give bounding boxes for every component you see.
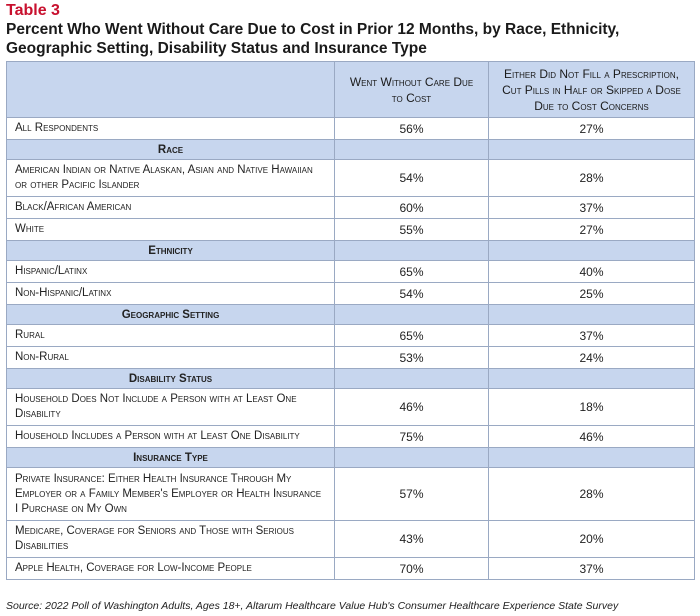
rx-value: 37%	[488, 324, 695, 347]
table-row: All Respondents 56% 27%	[6, 117, 695, 140]
section-row: Geographic Setting	[6, 304, 695, 325]
row-label: White	[6, 218, 335, 241]
table-label: Table 3	[6, 2, 60, 19]
row-label: Private Insurance: Either Health Insuran…	[6, 467, 335, 521]
table-row: Household Does Not Include a Person with…	[6, 388, 695, 426]
rx-value: 20%	[488, 520, 695, 558]
went-value: 65%	[334, 324, 489, 347]
rx-value: 46%	[488, 425, 695, 448]
row-label: Hispanic/Latinx	[6, 260, 335, 283]
went-value: 60%	[334, 196, 489, 219]
table-row: Hispanic/Latinx 65% 40%	[6, 260, 695, 283]
went-value: 75%	[334, 425, 489, 448]
went-value: 57%	[334, 467, 489, 521]
rx-value: 25%	[488, 282, 695, 305]
section-row: Race	[6, 139, 695, 160]
went-value: 54%	[334, 282, 489, 305]
went-value: 56%	[334, 117, 489, 140]
rx-value: 27%	[488, 218, 695, 241]
rx-value: 28%	[488, 467, 695, 521]
rx-value: 37%	[488, 557, 695, 580]
section-row: Disability Status	[6, 368, 695, 389]
section-geographic: Geographic Setting	[6, 304, 335, 325]
row-label: Apple Health, Coverage for Low-Income Pe…	[6, 557, 335, 580]
row-label: Medicare, Coverage for Seniors and Those…	[6, 520, 335, 558]
rx-value: 27%	[488, 117, 695, 140]
row-label: Household Does Not Include a Person with…	[6, 388, 335, 426]
table-row: Household Includes a Person with at Leas…	[6, 425, 695, 448]
rx-value: 28%	[488, 159, 695, 197]
row-label: Non-Hispanic/Latinx	[6, 282, 335, 305]
section-row: Ethnicity	[6, 240, 695, 261]
went-value: 65%	[334, 260, 489, 283]
data-table: Went Without Care Due to Cost Either Did…	[6, 61, 695, 580]
rx-value: 24%	[488, 346, 695, 369]
went-value: 55%	[334, 218, 489, 241]
table-row: Black/African American 60% 37%	[6, 196, 695, 219]
table-row: Apple Health, Coverage for Low-Income Pe…	[6, 557, 695, 580]
row-label: Household Includes a Person with at Leas…	[6, 425, 335, 448]
source-note: Source: 2022 Poll of Washington Adults, …	[6, 600, 619, 612]
row-label: All Respondents	[6, 117, 335, 140]
table-row: Medicare, Coverage for Seniors and Those…	[6, 520, 695, 558]
went-value: 53%	[334, 346, 489, 369]
rx-value: 40%	[488, 260, 695, 283]
row-label: Black/African American	[6, 196, 335, 219]
went-value: 70%	[334, 557, 489, 580]
section-insurance: Insurance Type	[6, 447, 335, 468]
went-value: 54%	[334, 159, 489, 197]
rx-value: 18%	[488, 388, 695, 426]
row-label: American Indian or Native Alaskan, Asian…	[6, 159, 335, 197]
table-row: Private Insurance: Either Health Insuran…	[6, 467, 695, 521]
table-row: White 55% 27%	[6, 218, 695, 241]
section-race: Race	[6, 139, 335, 160]
header-blank	[6, 61, 335, 118]
table-row: Non-Hispanic/Latinx 54% 25%	[6, 282, 695, 305]
rx-value: 37%	[488, 196, 695, 219]
section-disability: Disability Status	[6, 368, 335, 389]
header-row: Went Without Care Due to Cost Either Did…	[6, 61, 695, 118]
table-row: Rural 65% 37%	[6, 324, 695, 347]
header-prescription: Either Did Not Fill a Prescription, Cut …	[488, 61, 695, 118]
table-row: Non-Rural 53% 24%	[6, 346, 695, 369]
section-ethnicity: Ethnicity	[6, 240, 335, 261]
went-value: 43%	[334, 520, 489, 558]
row-label: Non-Rural	[6, 346, 335, 369]
table-title: Percent Who Went Without Care Due to Cos…	[6, 21, 620, 57]
section-row: Insurance Type	[6, 447, 695, 468]
went-value: 46%	[334, 388, 489, 426]
header-went-without-care: Went Without Care Due to Cost	[334, 61, 489, 118]
row-label: Rural	[6, 324, 335, 347]
table-row: American Indian or Native Alaskan, Asian…	[6, 159, 695, 197]
